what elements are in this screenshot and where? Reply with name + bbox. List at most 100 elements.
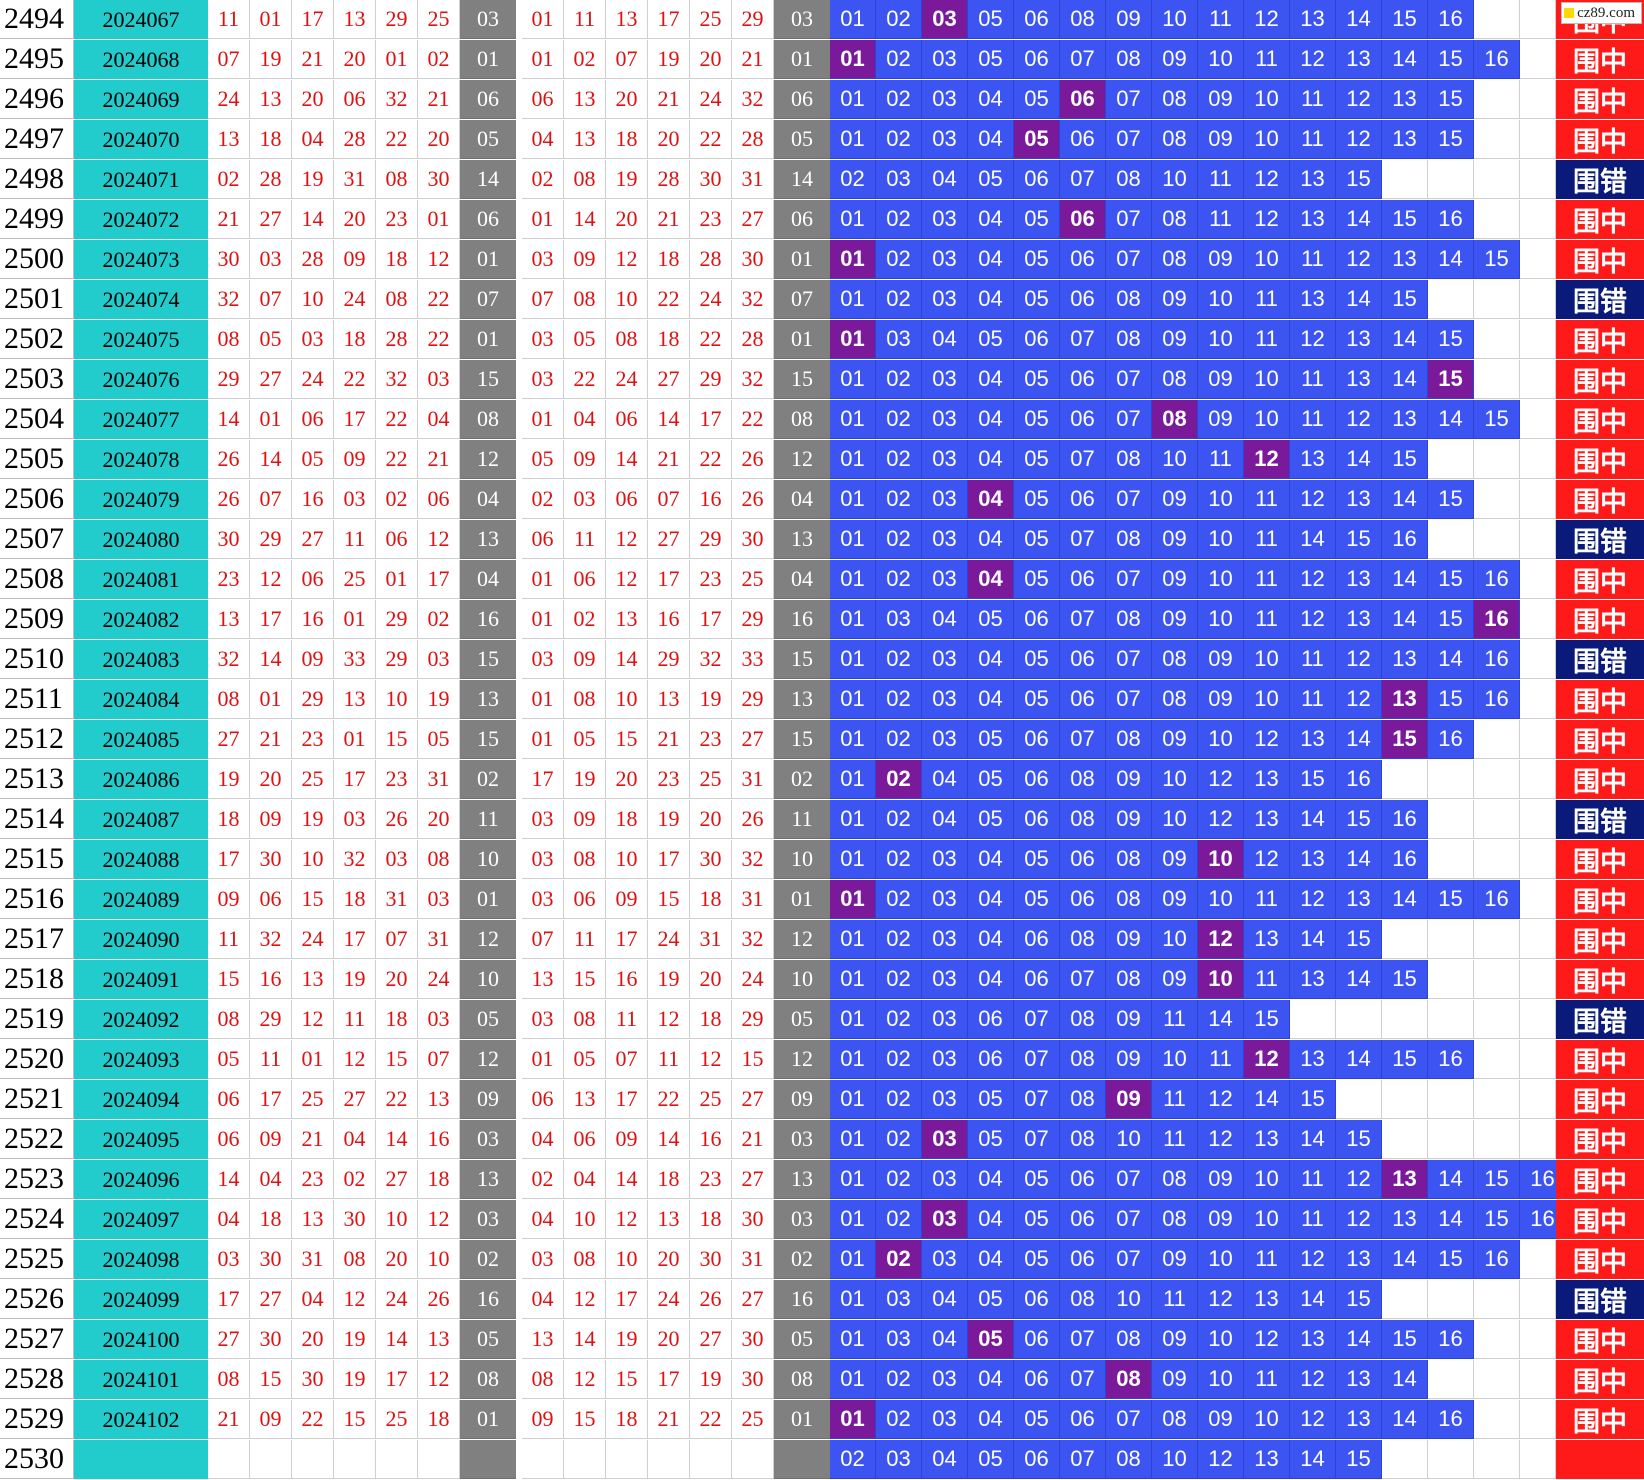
candidate-number: 07 [1106, 1160, 1152, 1199]
candidate-number: 01 [830, 1080, 876, 1119]
sorted-number: 28 [648, 160, 690, 199]
sorted-number: 13 [564, 80, 606, 119]
candidate-number: 05 [1014, 280, 1060, 319]
candidate-number: 06 [1060, 1200, 1106, 1239]
candidate-number: 04 [968, 840, 1014, 879]
candidate-number: 03 [876, 320, 922, 359]
candidate-number: 04 [922, 1320, 968, 1359]
special-number-repeat: 16 [774, 1280, 830, 1319]
candidate-number: 01 [830, 1200, 876, 1239]
candidate-number: 04 [968, 440, 1014, 479]
empty-cell [1474, 0, 1520, 39]
draw-number: 17 [250, 600, 292, 639]
candidate-number: 07 [1060, 1360, 1106, 1399]
sorted-number: 12 [606, 520, 648, 559]
result-badge: 围中 [1556, 360, 1644, 399]
special-number-repeat: 06 [774, 80, 830, 119]
table-row: 2516 2024089 09 06 15 18 31 03 01 03 06 09 15 18 31 01 0… [0, 880, 1644, 920]
empty-cell [1428, 280, 1474, 319]
candidate-number: 02 [876, 1200, 922, 1239]
draw-number: 03 [376, 840, 418, 879]
sorted-number: 22 [690, 440, 732, 479]
candidate-number: 09 [1198, 80, 1244, 119]
hit-number: 05 [1014, 120, 1060, 159]
candidate-number: 14 [1336, 440, 1382, 479]
result-badge: 围中 [1556, 320, 1644, 359]
candidate-number: 03 [922, 400, 968, 439]
candidate-number: 05 [968, 600, 1014, 639]
candidate-number: 06 [1014, 1320, 1060, 1359]
draw-number: 14 [376, 1320, 418, 1359]
candidate-number: 16 [1428, 1040, 1474, 1079]
sorted-number [732, 1440, 774, 1479]
sorted-number: 07 [522, 920, 564, 959]
candidate-number: 02 [876, 1040, 922, 1079]
empty-cell [1474, 920, 1520, 959]
sorted-number: 06 [564, 880, 606, 919]
draw-number: 10 [292, 280, 334, 319]
period-cell: 2024079 [74, 480, 208, 519]
draw-number: 02 [418, 600, 460, 639]
table-row: 2529 2024102 21 09 22 15 25 18 01 09 15 18 21 22 25 01 0… [0, 1400, 1644, 1440]
result-badge: 围中 [1556, 840, 1644, 879]
draw-number: 02 [376, 480, 418, 519]
result-badge: 围中 [1556, 1160, 1644, 1199]
candidate-number: 07 [1060, 40, 1106, 79]
candidate-number: 07 [1106, 680, 1152, 719]
special-number: 04 [460, 560, 516, 599]
table-row: 2523 2024096 14 04 23 02 27 18 13 02 04 14 18 23 27 13 0… [0, 1160, 1644, 1200]
candidate-number: 07 [1060, 1320, 1106, 1359]
draw-number: 22 [376, 400, 418, 439]
draw-number: 05 [250, 320, 292, 359]
candidate-number: 01 [830, 1040, 876, 1079]
candidate-number: 03 [922, 1080, 968, 1119]
candidate-number: 08 [1106, 440, 1152, 479]
draw-number: 21 [250, 720, 292, 759]
candidate-number: 07 [1106, 200, 1152, 239]
sorted-number: 04 [522, 120, 564, 159]
row-number: 2517 [0, 920, 74, 959]
candidate-number: 12 [1244, 0, 1290, 39]
candidate-number: 05 [968, 160, 1014, 199]
draw-number: 04 [292, 1280, 334, 1319]
special-number: 01 [460, 1400, 516, 1439]
watermark-text: cz89.com [1577, 4, 1635, 21]
special-number: 13 [460, 1160, 516, 1199]
row-number: 2518 [0, 960, 74, 999]
draw-number: 17 [250, 1080, 292, 1119]
candidate-number: 02 [876, 560, 922, 599]
candidate-number: 10 [1198, 480, 1244, 519]
table-row: 2509 2024082 13 17 16 01 29 02 16 01 02 13 16 17 29 16 0… [0, 600, 1644, 640]
special-number: 05 [460, 120, 516, 159]
candidate-number: 05 [1014, 480, 1060, 519]
draw-number: 15 [250, 1360, 292, 1399]
empty-cell [1382, 1080, 1428, 1119]
candidate-number: 02 [876, 80, 922, 119]
sorted-number: 18 [690, 1000, 732, 1039]
sorted-number: 24 [690, 280, 732, 319]
special-number: 08 [460, 400, 516, 439]
candidate-number: 04 [968, 80, 1014, 119]
draw-number: 13 [292, 1200, 334, 1239]
draw-number: 06 [292, 560, 334, 599]
sorted-number: 06 [522, 80, 564, 119]
special-number-repeat: 02 [774, 760, 830, 799]
candidate-number: 04 [968, 1400, 1014, 1439]
candidate-number: 04 [968, 400, 1014, 439]
candidate-number: 10 [1152, 760, 1198, 799]
candidate-number: 08 [1060, 1120, 1106, 1159]
result-badge: 围中 [1556, 40, 1644, 79]
sorted-number: 20 [606, 760, 648, 799]
table-row: 2512 2024085 27 21 23 01 15 05 15 01 05 15 21 23 27 15 0… [0, 720, 1644, 760]
hit-number: 13 [1382, 1160, 1428, 1199]
hit-number: 10 [1198, 960, 1244, 999]
empty-cell [1474, 800, 1520, 839]
special-number-repeat: 14 [774, 160, 830, 199]
period-cell: 2024090 [74, 920, 208, 959]
candidate-number: 04 [922, 1280, 968, 1319]
sorted-number: 21 [648, 440, 690, 479]
candidate-number: 01 [830, 360, 876, 399]
candidate-number: 09 [1152, 600, 1198, 639]
candidate-number: 06 [968, 1000, 1014, 1039]
sorted-number: 24 [606, 360, 648, 399]
